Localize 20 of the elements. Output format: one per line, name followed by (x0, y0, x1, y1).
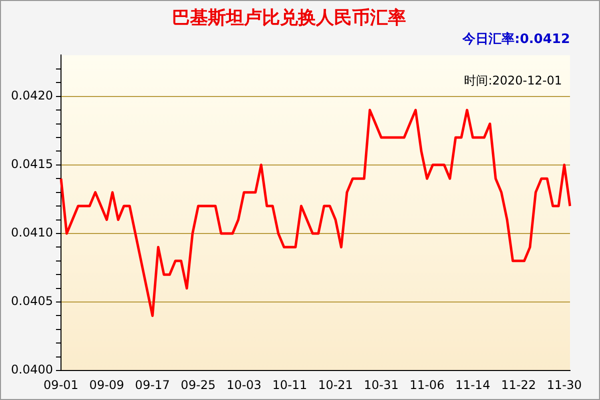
x-tick-label: 11-14 (455, 378, 490, 392)
chart-title: 巴基斯坦卢比兑换人民币汇率 (172, 7, 406, 28)
annotation: 时间:2020-12-01 (464, 73, 562, 88)
x-tick-label: 10-03 (226, 378, 262, 392)
x-tick-label: 11-22 (501, 378, 536, 392)
y-tick-label: 0.0400 (10, 362, 53, 377)
x-tick-label: 10-21 (318, 378, 353, 392)
x-tick-label: 09-17 (135, 378, 170, 392)
x-tick-label: 11-30 (546, 378, 582, 392)
x-tick-label: 09-01 (44, 378, 78, 392)
x-tick-label: 09-25 (180, 378, 216, 392)
x-tick-label: 09-09 (89, 378, 124, 392)
y-tick-label: 0.0420 (10, 88, 53, 102)
chart-subtitle: 今日汇率:0.0412 (462, 30, 570, 47)
y-tick-label: 0.0405 (10, 294, 53, 308)
x-tick-label: 11-06 (410, 378, 444, 392)
x-tick-label: 10-11 (272, 378, 308, 392)
y-tick-label: 0.0415 (10, 157, 53, 172)
y-tick-label: 0.0410 (10, 226, 53, 240)
x-tick-label: 10-31 (364, 378, 399, 392)
